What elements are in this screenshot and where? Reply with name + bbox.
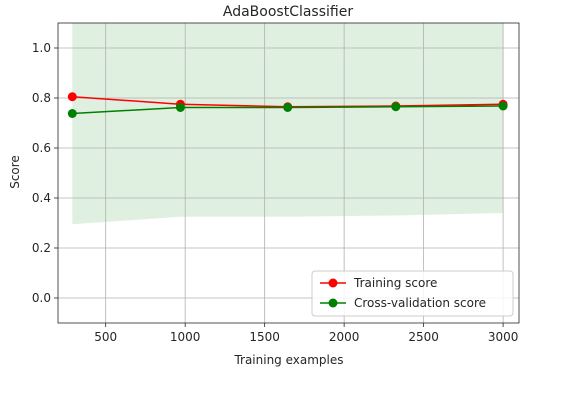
point-1-2: [283, 103, 293, 112]
legend-marker-1: [328, 298, 338, 308]
y-tick-label-4: 0.8: [32, 91, 51, 105]
y-tick-label-2: 0.4: [32, 191, 51, 205]
x-tick-label-3: 2000: [329, 330, 360, 344]
chart-title: AdaBoostClassifier: [223, 4, 353, 20]
score-bands: [72, 23, 504, 225]
y-axis-label: Score: [8, 155, 22, 189]
x-axis-ticks: 500 1000 1500 2000 2500 3000: [94, 323, 518, 344]
y-axis-ticks: 0.0 0.2 0.4 0.6 0.8 1.0: [32, 41, 58, 305]
y-tick-label-1: 0.2: [32, 241, 51, 255]
point-1-4: [498, 101, 508, 111]
point-1-1: [175, 103, 185, 112]
x-tick-label-5: 3000: [488, 330, 519, 344]
legend-box: [311, 270, 514, 317]
y-tick-label-3: 0.6: [32, 141, 51, 155]
point-1-0: [67, 109, 77, 118]
y-tick-label-0: 0.0: [32, 291, 51, 305]
x-tick-label-1: 1000: [170, 330, 201, 344]
plot-area: [58, 23, 519, 323]
x-tick-label-4: 2500: [408, 330, 439, 344]
x-axis-label: Training examples: [233, 353, 343, 367]
plot-frame: [57, 22, 520, 324]
band-1: [72, 23, 504, 225]
series-points: [67, 92, 508, 118]
point-1-3: [391, 102, 401, 112]
y-tick-label-5: 1.0: [32, 41, 51, 55]
x-tick-label-0: 500: [94, 330, 117, 344]
legend-marker-0: [328, 278, 338, 288]
legend-label-1: Cross-validation score: [354, 296, 486, 310]
legend-label-0: Training score: [353, 276, 437, 290]
x-tick-label-2: 1500: [249, 330, 280, 344]
legend: Training score Cross-validation score: [311, 270, 514, 317]
point-0-0: [67, 92, 77, 102]
